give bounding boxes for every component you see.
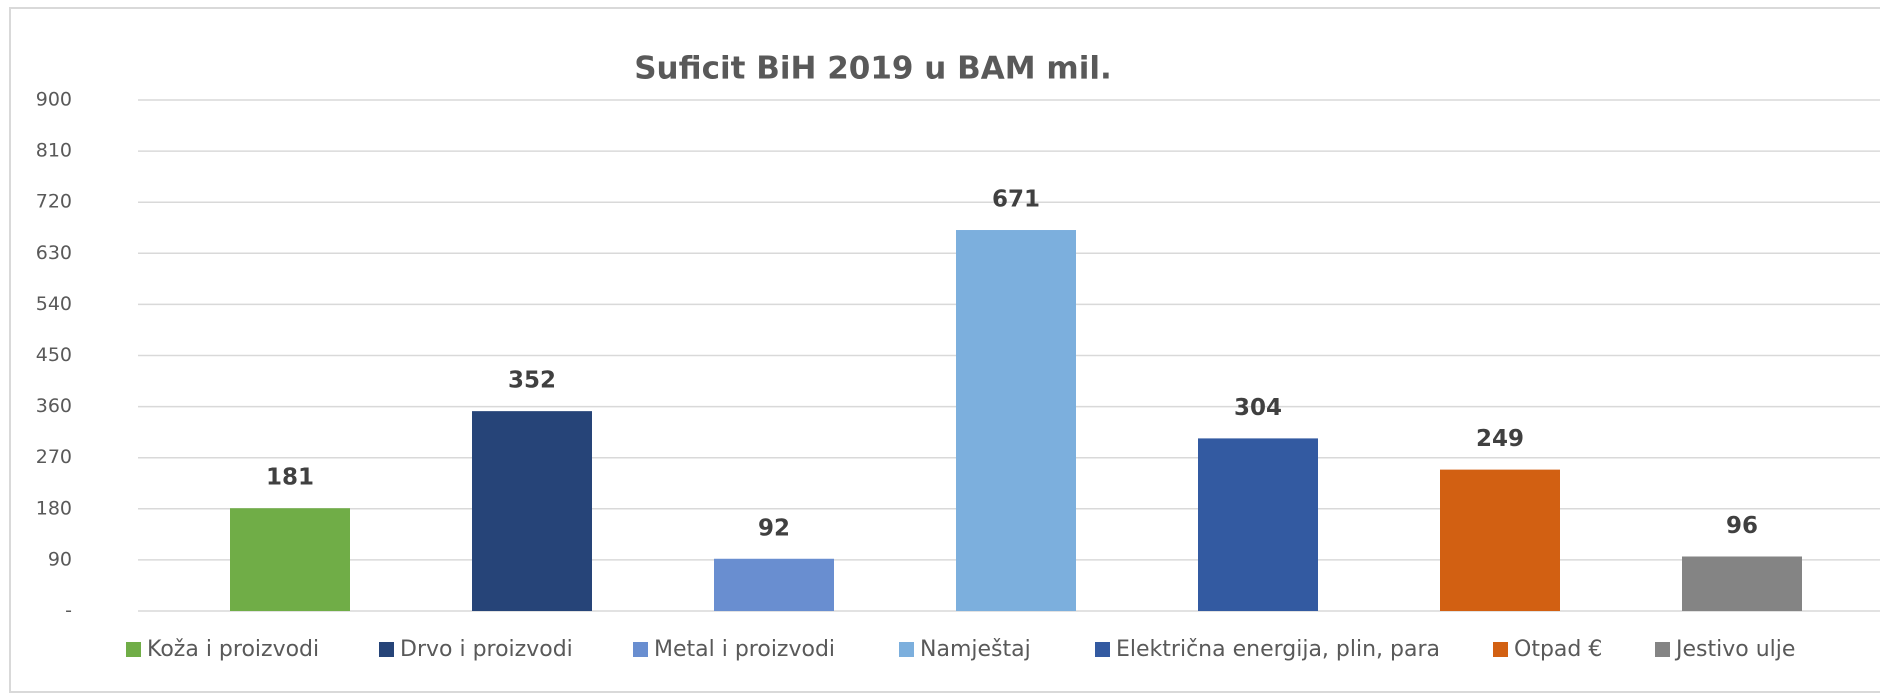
data-label: 181 xyxy=(266,465,314,491)
y-tick-label: 900 xyxy=(36,89,72,111)
legend-swatch xyxy=(1095,642,1110,657)
bar xyxy=(1198,438,1318,611)
y-tick-label: 630 xyxy=(36,242,72,264)
legend-label: Električna energija, plin, para xyxy=(1116,637,1440,662)
legend-label: Namještaj xyxy=(920,637,1031,662)
data-label: 96 xyxy=(1726,513,1758,539)
legend-label: Drvo i proizvodi xyxy=(400,637,573,662)
y-tick-label: 810 xyxy=(36,140,72,162)
data-label: 671 xyxy=(992,187,1040,213)
data-label: 304 xyxy=(1234,395,1282,421)
y-tick-label: 720 xyxy=(36,191,72,213)
y-tick-label: 180 xyxy=(36,497,72,519)
y-tick-label: 270 xyxy=(36,446,72,468)
legend-swatch xyxy=(126,642,141,657)
bar xyxy=(230,508,350,611)
y-tick-label: 90 xyxy=(48,548,72,570)
bar xyxy=(1440,469,1560,611)
legend-swatch xyxy=(633,642,648,657)
y-tick-label: 450 xyxy=(36,344,72,366)
bar xyxy=(1682,556,1802,611)
bar xyxy=(714,558,834,611)
legend-label: Jestivo ulje xyxy=(1674,637,1795,662)
data-label: 249 xyxy=(1476,426,1524,452)
legend-swatch xyxy=(1493,642,1508,657)
y-tick-label: 360 xyxy=(36,395,72,417)
chart-title: Suficit BiH 2019 u BAM mil. xyxy=(634,51,1112,87)
legend-label: Koža i proizvodi xyxy=(147,637,319,662)
legend-swatch xyxy=(899,642,914,657)
bar xyxy=(956,230,1076,611)
y-tick-label: - xyxy=(65,600,72,622)
legend-label: Metal i proizvodi xyxy=(654,637,835,662)
y-tick-label: 540 xyxy=(36,293,72,315)
data-label: 92 xyxy=(758,515,790,541)
data-label: 352 xyxy=(508,368,556,394)
legend-swatch xyxy=(379,642,394,657)
legend-label: Otpad € xyxy=(1514,637,1602,662)
legend-swatch xyxy=(1655,642,1670,657)
bar xyxy=(472,411,592,611)
